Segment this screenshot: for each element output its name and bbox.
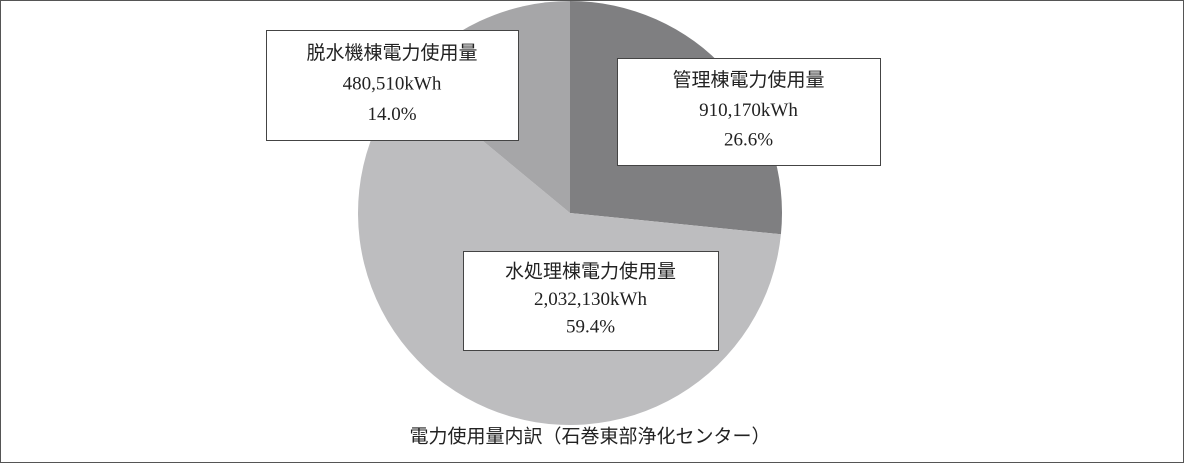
labels: 管理棟電力使用量 910,170kWh 26.6% 水処理棟電力使用量 2,032,13…	[266, 30, 881, 351]
value-label: 26.6%	[724, 130, 773, 151]
label-box	[617, 58, 881, 166]
value-label: 14.0%	[367, 104, 416, 125]
chart-title: 電力使用量内訳（石巻東部浄化センター）	[409, 425, 770, 447]
category-label: 水処理棟電力使用量	[505, 260, 676, 282]
energy-label: 2,032,130kWh	[534, 289, 647, 310]
value-label: 59.4%	[566, 316, 615, 337]
energy-label: 480,510kWh	[343, 73, 442, 94]
energy-label: 910,170kWh	[699, 100, 798, 121]
label-box	[266, 30, 519, 141]
category-label: 管理棟電力使用量	[672, 69, 824, 91]
label-box	[463, 251, 719, 351]
category-label: 脱水機棟電力使用量	[306, 42, 477, 64]
